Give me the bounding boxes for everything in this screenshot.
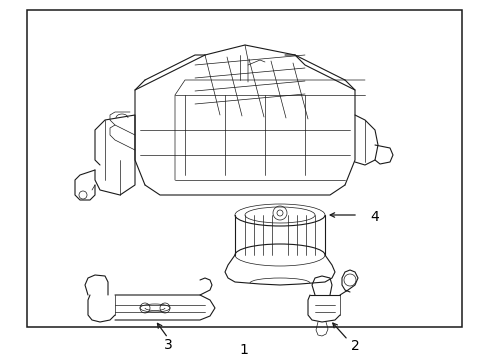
Bar	[27, 10, 461, 327]
Text: 1: 1	[239, 343, 248, 357]
Text: 3: 3	[163, 338, 172, 352]
Text: 4: 4	[369, 210, 378, 224]
Text: 2: 2	[350, 339, 359, 353]
